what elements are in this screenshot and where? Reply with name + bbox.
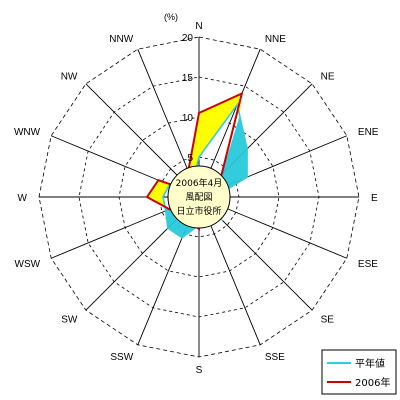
direction-label-ese: ESE [358,259,378,270]
legend-label-normal: 平年値 [355,357,385,370]
center-line-3: 日立市役所 [176,205,221,217]
direction-label-se: SE [321,315,335,326]
tick-label-15: 15 [182,73,194,84]
direction-label-sw: SW [61,315,78,326]
legend-box [321,349,397,395]
center-line-1: 2006年4月 [176,177,223,189]
fill-sector-w [147,180,170,197]
direction-label-ene: ENE [358,127,379,138]
direction-label-e: E [371,193,378,204]
legend: 平年値 2006年 [321,349,397,395]
direction-label-sse: SSE [265,352,285,363]
direction-label-nw: NW [61,71,78,82]
tick-label-20: 20 [182,33,194,44]
direction-label-n: N [195,21,202,32]
unit-label: (%) [164,12,178,22]
tick-label-10: 10 [182,113,194,124]
direction-label-w: W [18,193,28,204]
direction-label-wnw: WNW [14,127,41,138]
direction-label-s: S [196,365,203,376]
direction-label-ne: NE [321,71,335,82]
center-badge: 2006年4月 風配図 日立市役所 [167,165,231,229]
fill-sector-nne-b [221,115,248,175]
tick-label-5: 5 [187,153,193,164]
direction-label-wsw: WSW [15,259,41,270]
grid-ring-10 [118,116,280,278]
direction-label-nnw: NNW [109,34,133,45]
legend-label-2006: 2006年 [355,376,390,389]
direction-label-ssw: SSW [110,352,133,363]
center-line-2: 風配図 [185,192,212,203]
direction-label-nne: NNE [265,34,286,45]
direction-labels: N NNE NE ENE E ESE SE SSE S SSW SW WSW W WNW NW NNW [14,21,379,376]
center-circle [167,165,231,229]
